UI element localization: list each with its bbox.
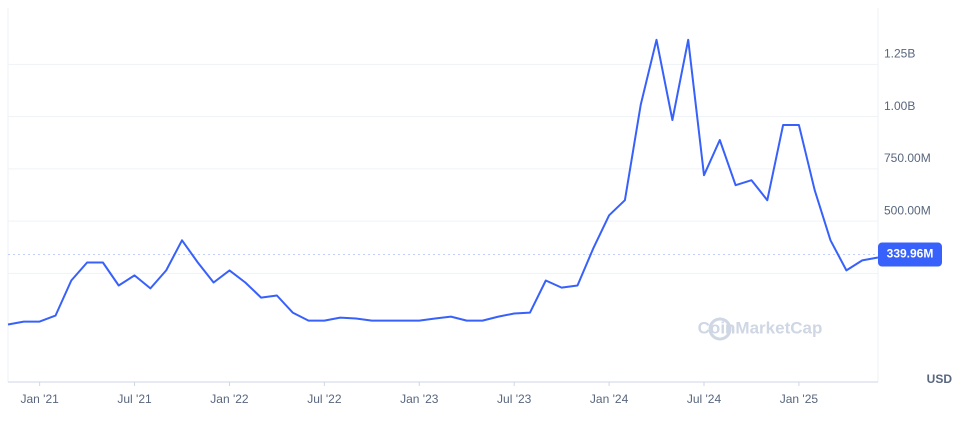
last-price-label: 339.96M <box>887 247 934 261</box>
x-tick-label: Jan '24 <box>590 392 629 406</box>
x-tick-label: Jan '22 <box>210 392 249 406</box>
x-tick-label: Jan '23 <box>400 392 439 406</box>
x-tick-label: Jul '24 <box>687 392 722 406</box>
x-tick-label: Jul '21 <box>117 392 152 406</box>
watermark: CoinMarketCap <box>698 318 823 337</box>
y-tick-label: 750.00M <box>884 151 931 165</box>
y-tick-label: 500.00M <box>884 203 931 217</box>
y-tick-label: 1.25B <box>884 47 915 61</box>
last-price-badge <box>878 242 942 267</box>
x-tick-label: Jan '25 <box>780 392 819 406</box>
y-tick-label: 1.00B <box>884 99 915 113</box>
x-tick-label: Jan '21 <box>20 392 59 406</box>
x-tick-label: Jul '23 <box>497 392 532 406</box>
price-line <box>7 38 879 326</box>
currency-label: USD <box>927 372 953 386</box>
x-tick-label: Jul '22 <box>307 392 342 406</box>
watermark-logo <box>708 317 732 341</box>
